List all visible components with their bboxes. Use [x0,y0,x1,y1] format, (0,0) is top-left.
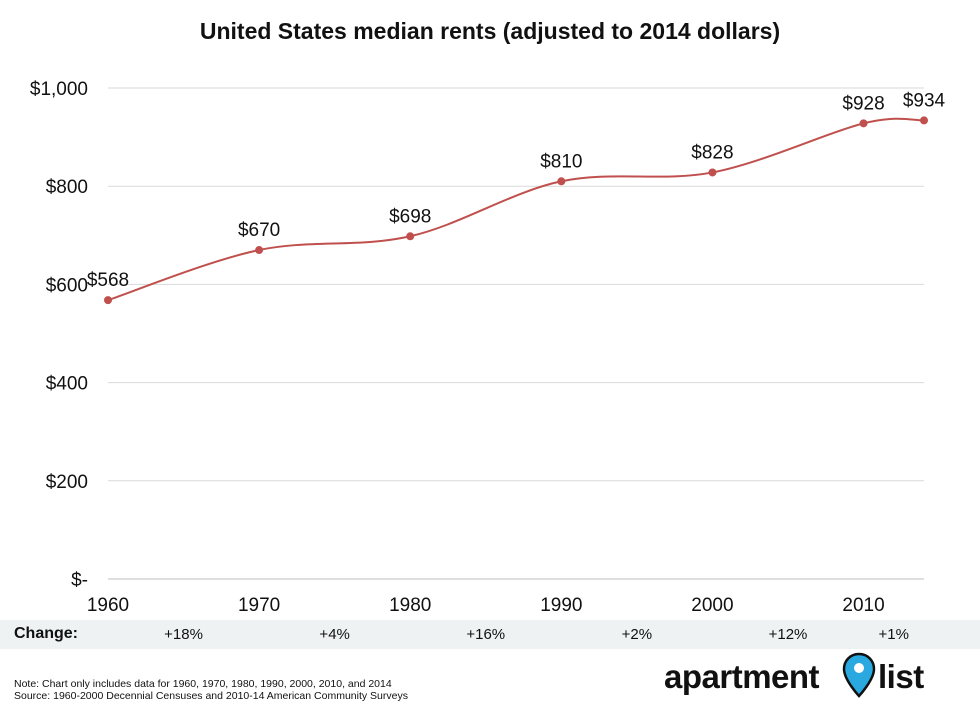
data-labels: $568 $670 $698 $810 $828 $928 $934 [87,90,946,291]
y-tick-label: $800 [46,177,88,198]
change-value: +1% [878,626,909,643]
data-point [920,116,928,125]
x-tick-label: 2010 [842,595,884,616]
apartment-list-logo: apartment list [664,650,964,700]
y-tick-label: $400 [46,374,88,395]
series-line [107,117,925,302]
data-label: $670 [238,220,280,241]
change-value: +4% [319,626,350,643]
y-tick-label: $- [71,570,88,591]
data-point [859,119,868,128]
change-row: Change: +18% +4% +16% +2% +12% +1% [0,620,980,649]
data-points [104,116,928,305]
data-point [255,246,264,255]
chart-title: United States median rents (adjusted to … [199,18,781,44]
y-tick-label: $1,000 [30,79,88,100]
map-pin-icon [842,652,876,698]
y-tick-label: $200 [46,472,88,493]
change-value: +18% [164,626,203,643]
change-value: +12% [768,626,808,643]
footnote-note: Note: Chart only includes data for 1960,… [14,678,392,690]
change-value: +2% [621,626,653,643]
data-point [708,168,717,177]
x-tick-label: 1980 [389,595,431,616]
y-tick-label: $600 [46,275,88,296]
line-chart: $- $200 $400 $600 $800 $1,000 1960 1970 1980 199… [30,79,946,616]
footnotes: Note: Chart only includes data for 1960,… [14,678,408,702]
change-row-label: Change: [14,625,78,642]
y-tick-labels: $- $200 $400 $600 $800 $1,000 [30,79,88,591]
data-point [406,232,415,241]
x-tick-label: 2000 [691,595,733,616]
x-tick-label: 1990 [540,595,582,616]
data-label: $568 [87,270,129,291]
x-tick-label: 1970 [238,595,280,616]
footnote-source: Source: 1960-2000 Decennial Censuses and… [14,690,408,702]
data-label: $810 [540,151,582,172]
change-value: +16% [466,626,506,643]
x-tick-labels: 1960 1970 1980 1990 2000 2010 [87,595,885,616]
data-label: $828 [691,142,733,163]
data-point [104,296,112,305]
logo-word-apartment: apartment [664,658,820,695]
data-label: $928 [842,93,884,114]
data-label: $698 [389,206,431,227]
data-point [557,177,566,186]
data-label: $934 [903,90,946,111]
gridlines [108,87,924,482]
x-tick-label: 1960 [87,595,129,616]
logo-word-list: list [878,658,924,695]
